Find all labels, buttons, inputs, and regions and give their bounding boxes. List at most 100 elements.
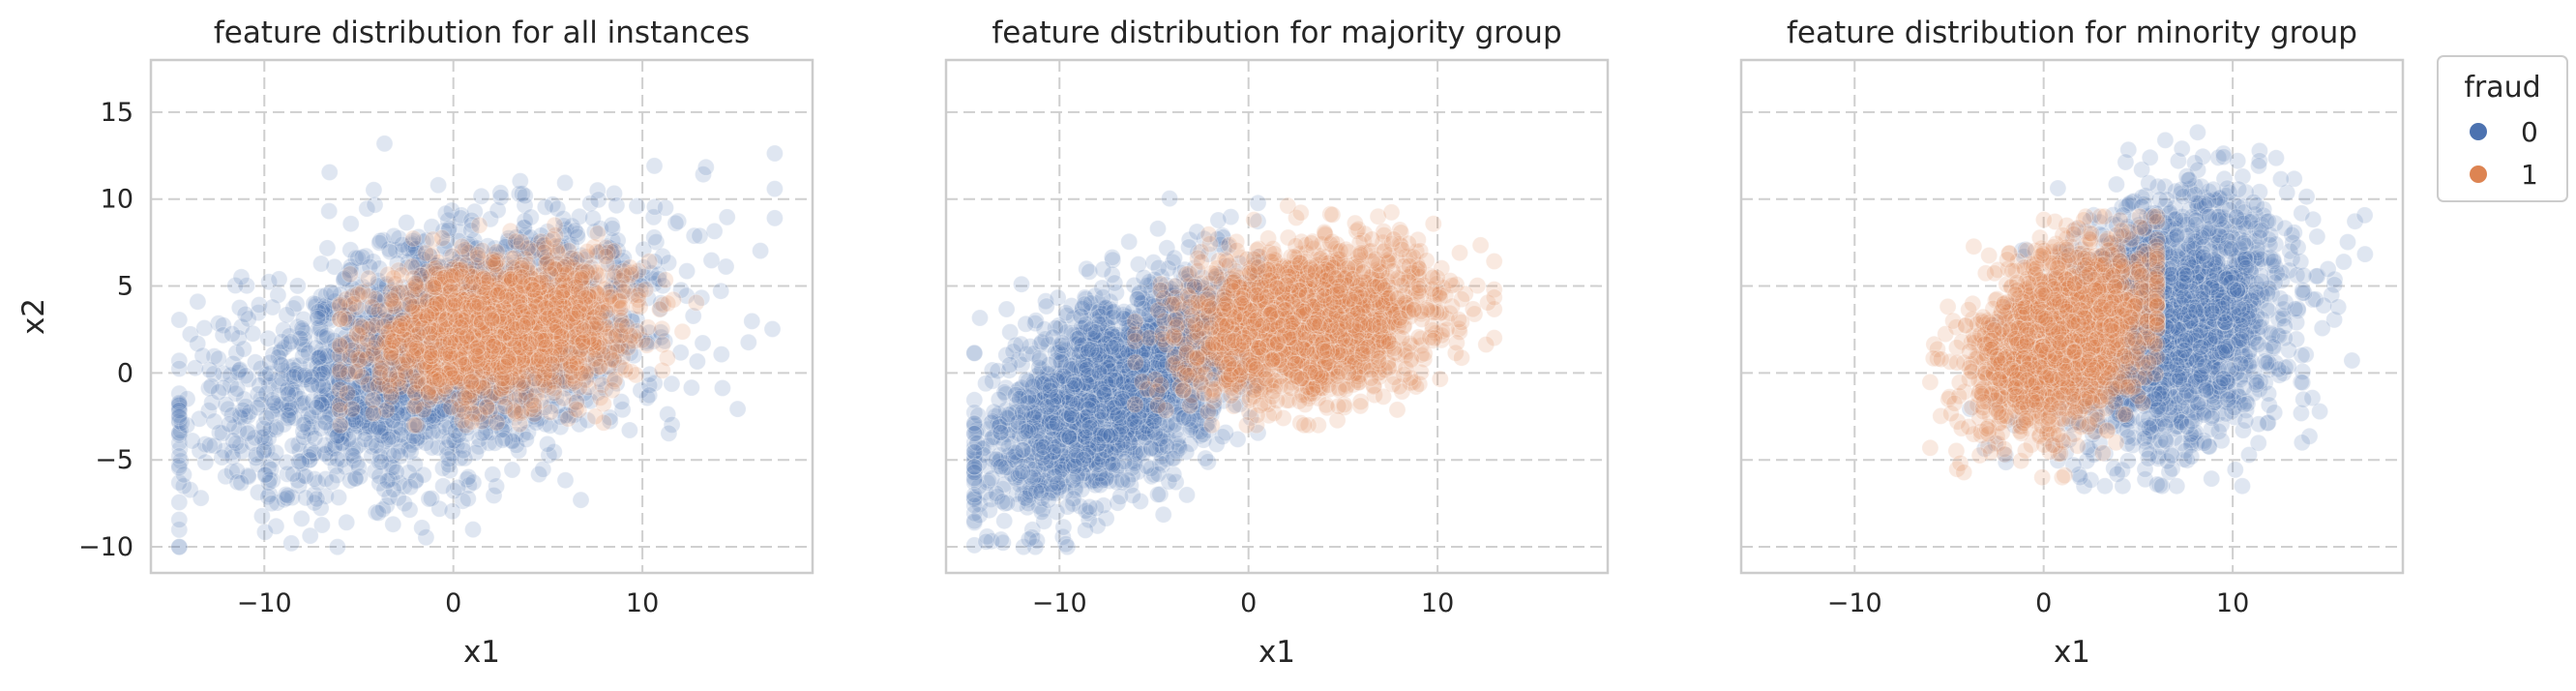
scatter-point [463,374,480,390]
scatter-point [171,495,188,511]
scatter-point [331,490,347,506]
scatter-point [406,399,423,415]
scatter-point [548,307,564,323]
scatter-point [719,209,735,225]
scatter-point [376,135,393,152]
scatter-point [360,270,376,286]
scatter-point [405,230,422,247]
scatter-point [367,196,383,213]
scatter-point [283,535,300,552]
scatter-point [419,308,435,324]
scatter-point [379,472,396,489]
scatter-point [402,479,419,496]
scatter-point [470,339,487,355]
scatter-point [740,334,756,350]
scatter-point [317,414,334,431]
scatter-point [453,319,469,336]
scatter-point [295,416,311,433]
scatter-point [497,399,514,415]
scatter-point [471,217,488,233]
scatter-point [424,334,440,350]
scatter-point [542,404,558,420]
scatter-point [667,215,684,231]
scatter-point [568,401,584,417]
scatter-point [516,317,532,334]
scatter-point [697,159,714,175]
scatter-point [420,385,436,402]
scatter-point [373,454,390,470]
scatter-point [641,387,658,404]
scatter-point [534,332,550,348]
scatter-point [324,474,341,491]
scatter-point [399,215,415,231]
scatter-point [293,510,310,526]
scatter-point [235,402,252,418]
scatter-point [171,448,188,465]
scatter-point [492,190,509,206]
scatter-point [398,364,414,380]
scatter-point [753,243,769,259]
scatter-point [692,227,708,244]
panel-title: feature distribution for all instances [214,15,750,50]
scatter-point [340,385,356,402]
scatter-point [309,491,325,507]
scatter-point [688,294,704,311]
scatter-point [414,520,430,536]
scatter-point [268,518,284,534]
scatter-point [525,282,542,298]
scatter-point [431,372,448,388]
scatter-point [258,409,275,426]
scatter-point [447,292,463,309]
scatter-point [646,158,663,174]
scatter-point [527,371,544,387]
scatter-point [604,382,620,399]
scatter-point [401,501,418,518]
scatter-point [329,539,345,556]
scatter-point [359,350,375,367]
scatter-point [718,258,734,275]
scatter-point [289,278,306,294]
scatter-point [587,408,604,425]
scatter-point [332,296,348,313]
scatter-point [658,199,674,216]
y-tick-label: −5 [95,445,133,475]
scatter-point [587,350,604,367]
scatter-point [445,268,461,285]
y-tick-label: −10 [78,532,133,562]
x-tick-label: 0 [445,588,461,618]
scatter-point [392,318,408,335]
scatter-point [425,424,441,440]
scatter-point [263,496,280,512]
scatter-point [486,338,502,354]
scatter-point [418,245,434,261]
scatter-point [654,320,670,337]
scatter-point [407,275,424,291]
scatter-point [485,466,501,483]
scatter-point [245,325,261,342]
scatter-point [354,249,370,265]
scatter-point [304,376,320,393]
scatter-point [504,462,520,478]
scatter-point [319,240,336,256]
scatter-point [366,182,382,198]
scatter-point [589,225,606,242]
scatter-point [764,321,781,338]
scatter-point [311,349,328,366]
scatter-point [437,205,454,222]
scatter-point [302,527,318,544]
scatter-point [321,165,338,181]
scatter-point [347,364,364,380]
scatter-point [695,335,711,351]
scatter-point [713,283,729,299]
scatter-point [257,466,274,483]
scatter-point [307,430,323,446]
scatter-point [646,229,663,246]
scatter-point [494,432,511,448]
scatter-point [421,491,437,507]
scatter-point [615,284,632,300]
scatter-point [679,263,696,280]
scatter-point [382,367,399,383]
scatter-point [622,259,638,276]
scatter-point [530,351,547,368]
